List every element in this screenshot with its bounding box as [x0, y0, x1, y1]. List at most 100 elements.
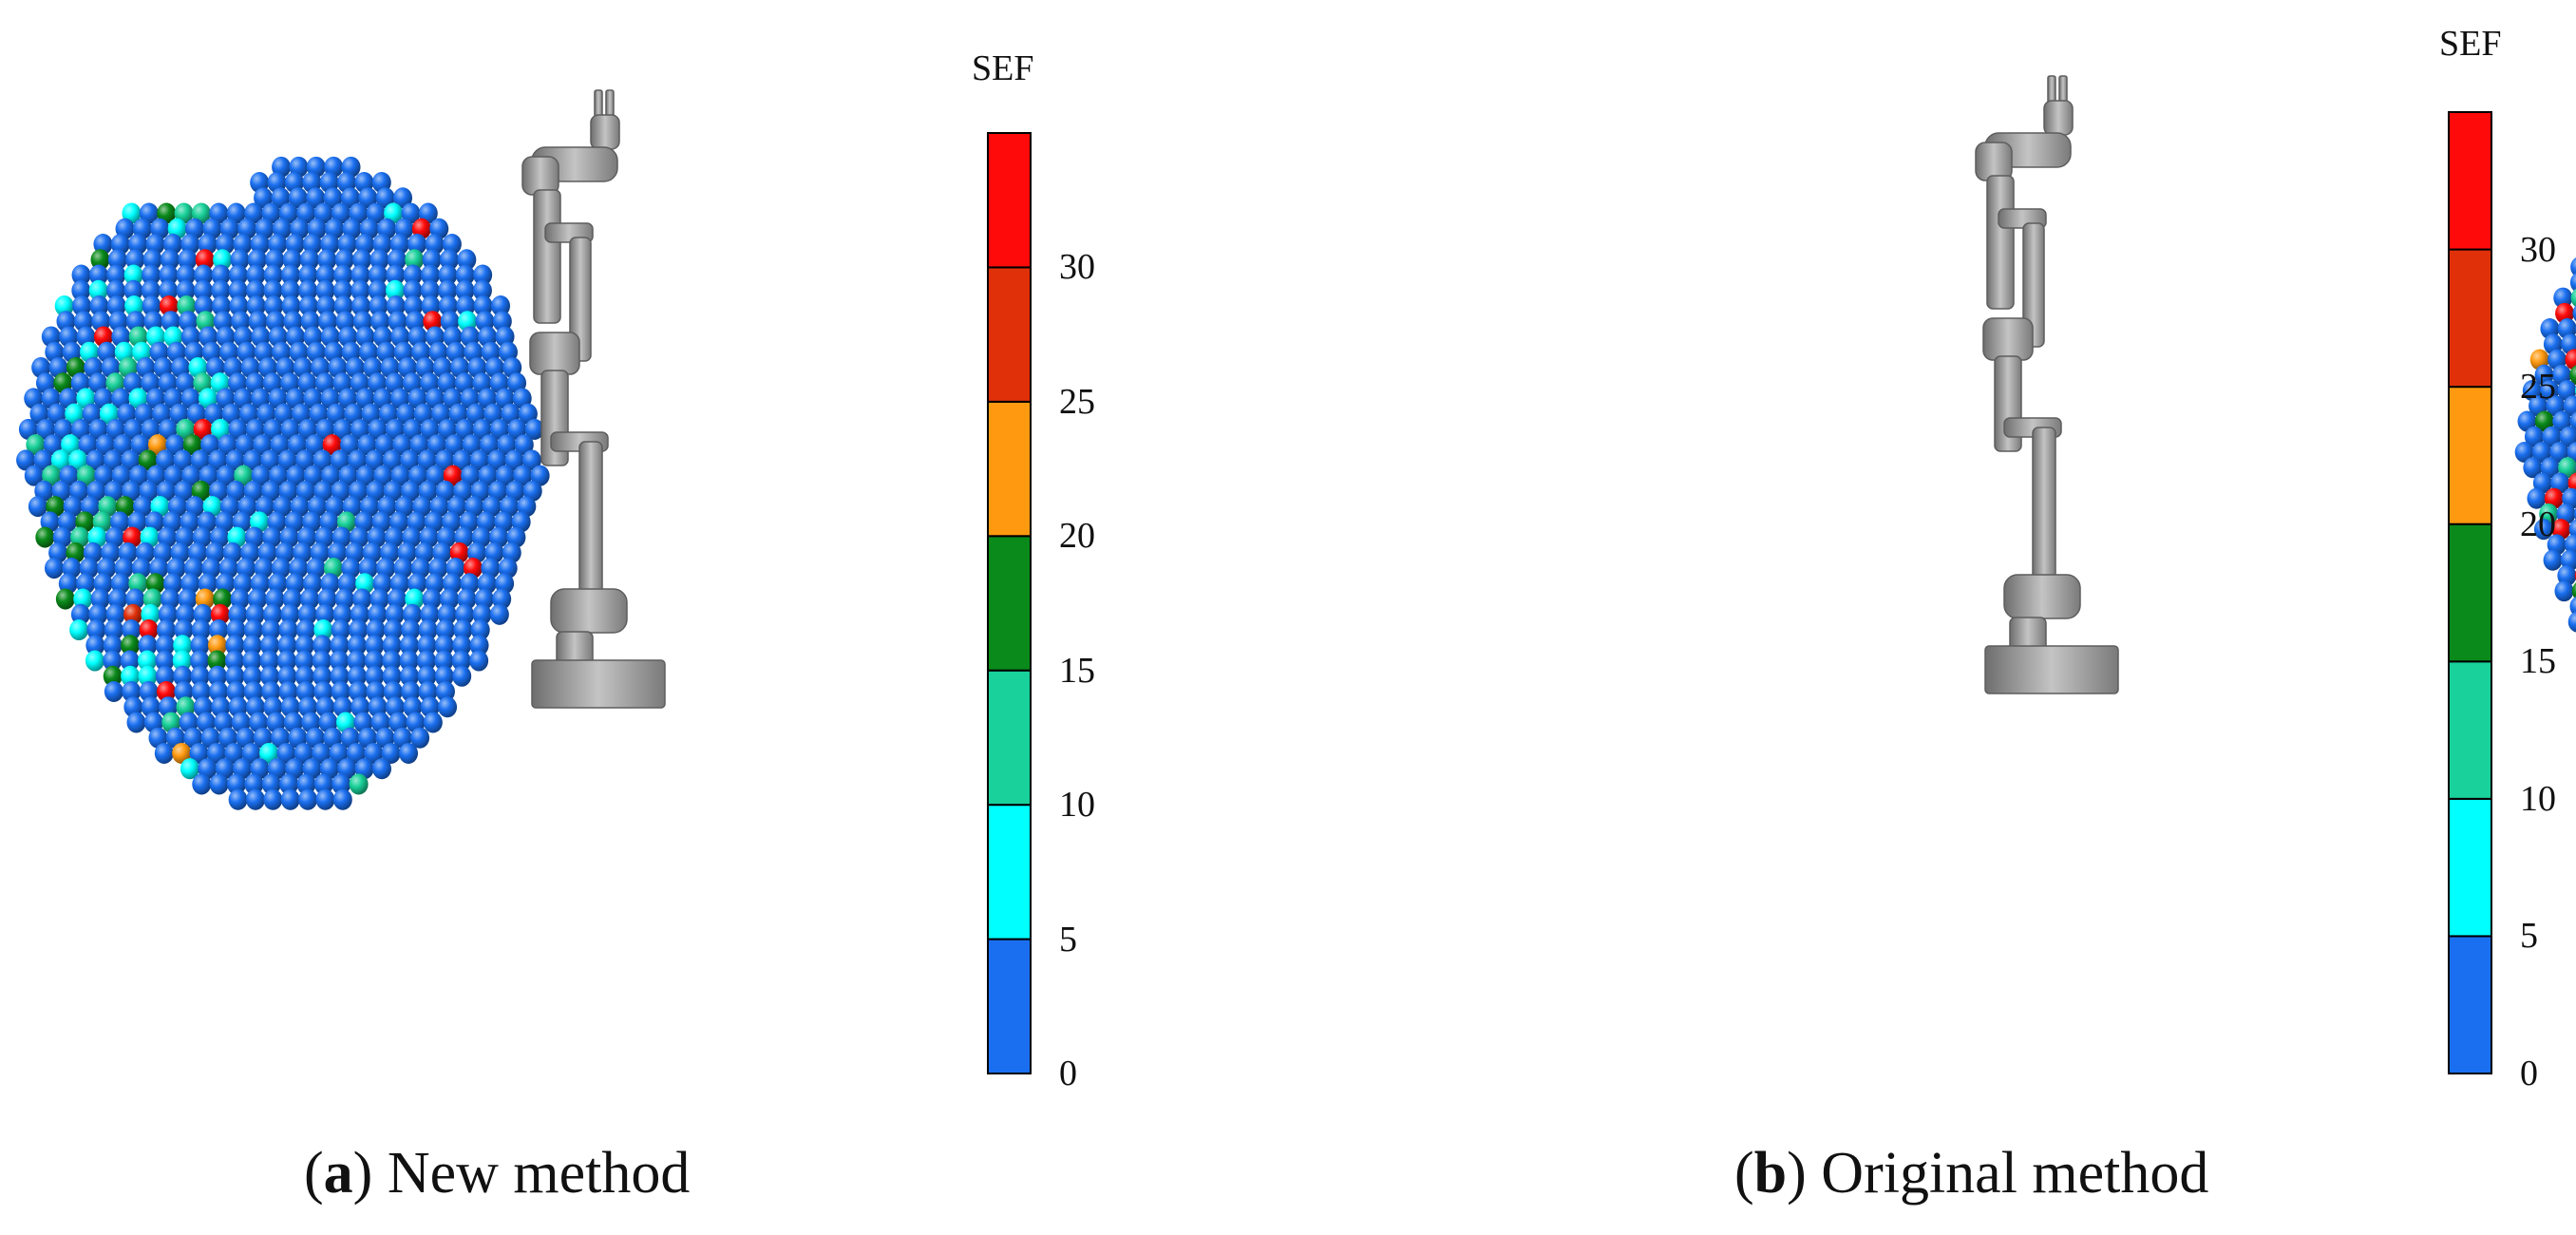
workspace-sphere	[159, 264, 179, 286]
workspace-sphere	[305, 434, 325, 456]
workspace-sphere	[513, 465, 533, 486]
workspace-sphere	[277, 665, 297, 687]
workspace-sphere	[387, 249, 407, 271]
workspace-sphere	[400, 665, 420, 687]
workspace-sphere	[146, 465, 166, 486]
workspace-sphere	[489, 603, 509, 625]
workspace-sphere	[122, 680, 142, 703]
workspace-sphere	[521, 449, 541, 471]
workspace-sphere	[125, 588, 145, 610]
workspace-sphere	[245, 603, 265, 625]
workspace-sphere	[364, 742, 384, 764]
colorbar-bin	[2448, 522, 2492, 663]
workspace-sphere	[368, 418, 388, 440]
workspace-sphere	[317, 249, 337, 271]
workspace-sphere	[403, 418, 423, 440]
workspace-sphere	[157, 619, 176, 641]
workspace-sphere	[422, 249, 442, 271]
workspace-sphere	[2527, 487, 2547, 509]
workspace-sphere	[247, 249, 267, 271]
workspace-sphere	[225, 665, 245, 687]
workspace-sphere	[2569, 597, 2576, 617]
workspace-sphere	[261, 773, 281, 795]
workspace-sphere	[228, 418, 248, 440]
workspace-sphere	[190, 635, 210, 656]
workspace-sphere	[347, 635, 367, 656]
workspace-sphere	[106, 264, 126, 286]
workspace-sphere	[2542, 426, 2562, 447]
workspace-sphere	[381, 742, 401, 764]
workspace-sphere	[473, 294, 493, 317]
workspace-sphere	[366, 619, 386, 641]
workspace-sphere	[263, 788, 283, 810]
workspace-sphere	[426, 434, 446, 456]
workspace-sphere	[497, 434, 517, 456]
workspace-sphere	[123, 418, 143, 440]
workspace-sphere	[2560, 549, 2576, 571]
workspace-sphere	[434, 650, 454, 672]
workspace-sphere	[351, 294, 371, 317]
workspace-sphere	[438, 696, 458, 718]
robot-link	[533, 189, 561, 324]
workspace-sphere	[227, 773, 246, 795]
workspace-sphere	[105, 603, 125, 625]
colorbar-tick-label: 30	[1059, 247, 1095, 288]
workspace-sphere	[2523, 457, 2543, 479]
workspace-sphere	[55, 588, 75, 610]
colorbar-bin	[987, 669, 1032, 807]
workspace-sphere-cloud-b	[1975, 75, 2576, 1075]
workspace-sphere	[383, 680, 403, 703]
workspace-sphere	[208, 449, 228, 471]
workspace-sphere	[334, 249, 354, 271]
workspace-sphere	[420, 603, 440, 625]
workspace-sphere	[54, 294, 74, 317]
workspace-sphere	[191, 680, 211, 703]
workspace-sphere	[90, 588, 110, 610]
workspace-sphere	[387, 588, 407, 610]
workspace-sphere	[331, 680, 350, 703]
workspace-sphere	[423, 712, 443, 733]
workspace-sphere	[530, 465, 550, 486]
workspace-sphere	[190, 449, 210, 471]
workspace-sphere	[103, 635, 123, 656]
workspace-sphere	[53, 418, 73, 440]
workspace-sphere	[156, 449, 176, 471]
workspace-sphere	[294, 742, 313, 764]
workspace-sphere	[176, 264, 196, 286]
workspace-sphere	[189, 742, 209, 764]
workspace-sphere	[174, 680, 194, 703]
workspace-sphere	[417, 665, 437, 687]
workspace-sphere	[346, 742, 366, 764]
workspace-sphere	[294, 665, 314, 687]
workspace-sphere	[2543, 549, 2563, 571]
workspace-sphere	[417, 635, 437, 656]
workspace-sphere	[2569, 411, 2576, 431]
workspace-sphere	[399, 742, 419, 764]
workspace-sphere	[372, 758, 391, 780]
workspace-sphere	[43, 434, 63, 456]
robot-link	[1975, 142, 2013, 181]
workspace-sphere	[228, 279, 248, 301]
workspace-sphere	[78, 434, 98, 456]
colorbar-tick-label: 15	[2520, 641, 2556, 682]
workspace-sphere	[294, 650, 314, 672]
workspace-sphere	[194, 264, 214, 286]
workspace-sphere	[212, 294, 232, 317]
workspace-sphere	[313, 619, 333, 641]
workspace-sphere	[106, 294, 126, 317]
workspace-sphere	[333, 294, 353, 317]
workspace-sphere	[303, 465, 323, 486]
workspace-sphere	[263, 418, 283, 440]
robot-link	[590, 114, 620, 150]
workspace-sphere	[243, 619, 263, 641]
workspace-sphere	[418, 619, 438, 641]
workspace-sphere	[462, 434, 482, 456]
sphere-field	[16, 156, 550, 810]
workspace-sphere	[191, 619, 211, 641]
workspace-sphere	[2554, 580, 2574, 602]
workspace-sphere	[455, 264, 475, 286]
workspace-sphere	[347, 665, 367, 687]
workspace-sphere	[457, 588, 477, 610]
workspace-sphere	[452, 635, 472, 656]
workspace-sphere	[72, 294, 92, 317]
